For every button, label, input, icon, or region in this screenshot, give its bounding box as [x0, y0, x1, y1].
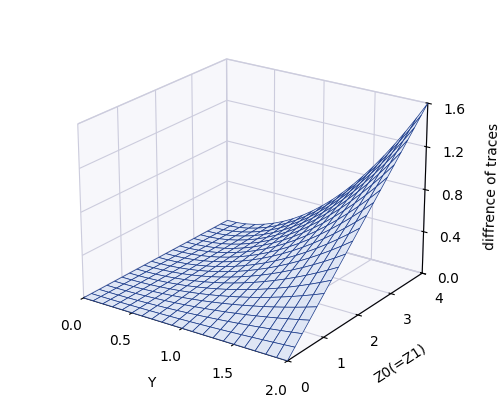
Y-axis label: Z0(=Z1): Z0(=Z1) — [372, 340, 429, 384]
X-axis label: Y: Y — [148, 375, 156, 389]
